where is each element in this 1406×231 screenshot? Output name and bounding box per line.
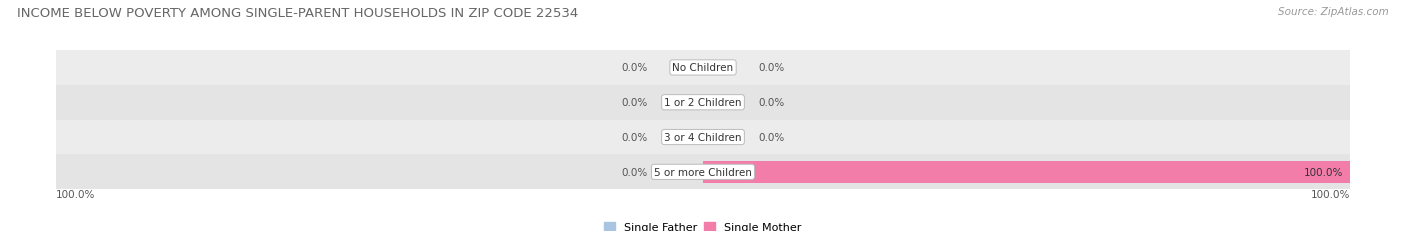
Text: INCOME BELOW POVERTY AMONG SINGLE-PARENT HOUSEHOLDS IN ZIP CODE 22534: INCOME BELOW POVERTY AMONG SINGLE-PARENT…: [17, 7, 578, 20]
Bar: [56, 85, 1350, 120]
Text: 0.0%: 0.0%: [758, 132, 785, 143]
Bar: [56, 51, 1350, 85]
Text: 5 or more Children: 5 or more Children: [654, 167, 752, 177]
Text: Source: ZipAtlas.com: Source: ZipAtlas.com: [1278, 7, 1389, 17]
Text: 0.0%: 0.0%: [621, 98, 648, 108]
Text: 0.0%: 0.0%: [621, 132, 648, 143]
Text: 100.0%: 100.0%: [1310, 189, 1350, 199]
Text: 0.0%: 0.0%: [758, 63, 785, 73]
Bar: [56, 120, 1350, 155]
Text: 100.0%: 100.0%: [1303, 167, 1343, 177]
Text: 0.0%: 0.0%: [621, 63, 648, 73]
Text: 100.0%: 100.0%: [56, 189, 96, 199]
Text: 0.0%: 0.0%: [621, 167, 648, 177]
Text: 0.0%: 0.0%: [758, 98, 785, 108]
Text: No Children: No Children: [672, 63, 734, 73]
Text: 1 or 2 Children: 1 or 2 Children: [664, 98, 742, 108]
Legend: Single Father, Single Mother: Single Father, Single Mother: [600, 217, 806, 231]
Bar: [56, 155, 1350, 189]
Text: 3 or 4 Children: 3 or 4 Children: [664, 132, 742, 143]
Bar: [703, 161, 1350, 183]
